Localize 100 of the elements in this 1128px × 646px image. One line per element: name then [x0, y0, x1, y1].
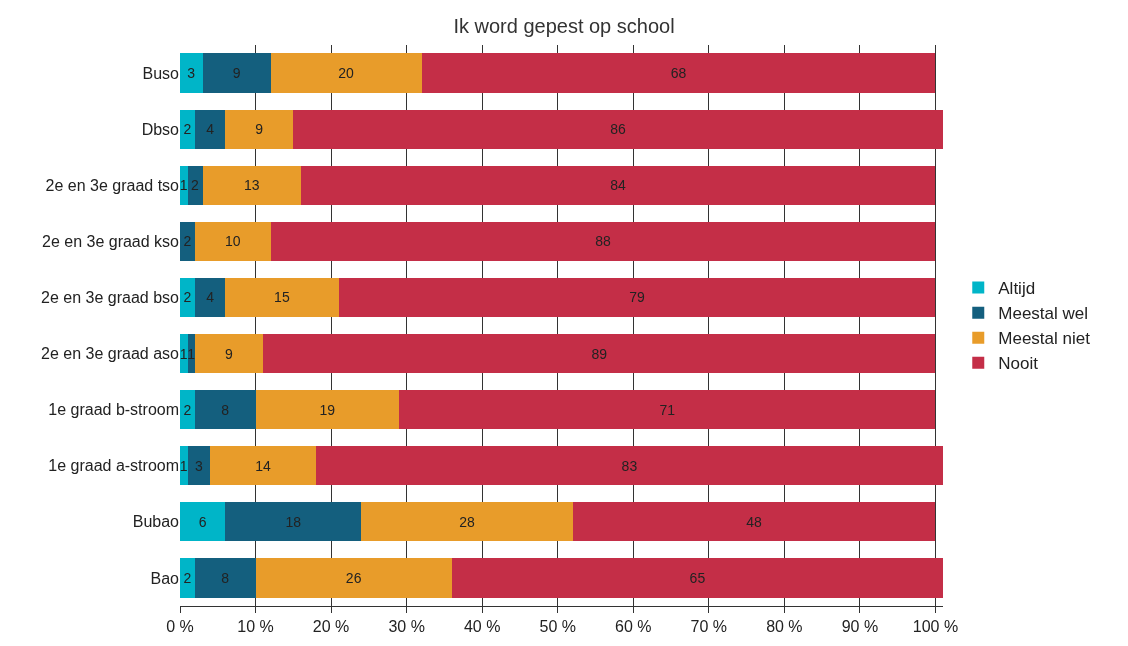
data-label: 88: [595, 233, 611, 250]
data-label: 26: [345, 569, 362, 586]
y-tick-label: Dbso: [141, 120, 180, 138]
data-label: 86: [610, 121, 627, 138]
data-label: 83: [621, 457, 638, 474]
bar: [300, 165, 936, 205]
x-tick-label: 40 %: [463, 618, 501, 636]
bar: [180, 221, 196, 261]
data-label: 2: [183, 289, 192, 306]
y-tick-label: 2e en 3e graad kso: [42, 232, 180, 250]
legend-label: Meestal wel: [998, 304, 1089, 324]
bar: [180, 558, 196, 598]
data-label: 4: [206, 121, 215, 138]
y-tick-label: 1e graad b-stroom: [48, 401, 179, 419]
bar: [180, 446, 188, 486]
bar: [225, 502, 362, 542]
bar: [399, 390, 936, 430]
data-label: 6: [198, 513, 207, 530]
bar: [293, 109, 943, 149]
chart-title: Ik word gepest op school: [453, 15, 675, 38]
bar: [255, 558, 452, 598]
data-label: 2: [183, 401, 192, 418]
bar: [270, 221, 936, 261]
y-tick-label: Bao: [150, 569, 180, 587]
y-tick-label: Bubao: [132, 513, 180, 531]
data-label: 10: [224, 233, 241, 250]
data-label: 1: [179, 457, 188, 474]
data-label: 1: [179, 345, 188, 362]
x-tick-label: 100 %: [912, 618, 959, 636]
data-label: 19: [319, 401, 336, 418]
x-tick-label: 0 %: [166, 618, 194, 636]
x-tick-label: 80 %: [766, 618, 803, 636]
data-label: 9: [255, 121, 264, 138]
bar: [202, 53, 271, 93]
data-label: 18: [285, 513, 302, 530]
bar: [225, 277, 339, 318]
bar: [225, 109, 294, 149]
data-label: 4: [206, 289, 215, 306]
y-tick-label: Buso: [142, 64, 180, 82]
bar: [180, 277, 196, 318]
bar: [187, 446, 211, 486]
data-label: 15: [274, 289, 290, 306]
y-tick-label: 2e en 3e graad tso: [45, 176, 180, 194]
legend-label: Altijd: [998, 279, 1036, 299]
x-tick-label: 10 %: [237, 618, 274, 636]
bar: [270, 53, 422, 93]
bar: [195, 558, 256, 598]
data-label: 68: [670, 65, 687, 82]
x-tick-label: 50 %: [539, 618, 576, 636]
data-label: 2: [183, 121, 192, 138]
data-label: 2: [183, 233, 192, 250]
bar: [451, 558, 943, 598]
bar: [180, 53, 203, 93]
y-tick-label: 2e en 3e graad bso: [41, 289, 180, 307]
data-label: 9: [225, 345, 234, 362]
data-label: 3: [194, 457, 203, 474]
bar: [361, 502, 573, 542]
bar: [421, 53, 936, 93]
bar: [180, 165, 188, 205]
data-label: 48: [746, 513, 763, 530]
data-label: 8: [221, 401, 230, 418]
bar: [338, 277, 936, 318]
data-label: 2: [183, 569, 192, 586]
bar: [180, 502, 226, 542]
data-label: 13: [243, 177, 260, 194]
bar: [195, 221, 271, 261]
bar: [195, 277, 226, 318]
data-label: 8: [221, 569, 230, 586]
bar: [195, 333, 264, 374]
bar: [180, 333, 188, 374]
bar: [210, 446, 316, 486]
bar: [195, 109, 226, 149]
data-label: 28: [459, 513, 475, 530]
y-tick-label: 2e en 3e graad aso: [41, 345, 180, 363]
data-label: 65: [689, 569, 706, 586]
data-label: 14: [255, 457, 271, 474]
x-tick-label: 60 %: [615, 618, 652, 636]
bar: [263, 333, 936, 374]
data-label: 89: [591, 345, 608, 362]
data-label: 79: [629, 289, 645, 306]
data-label: 20: [338, 65, 355, 82]
bar: [180, 109, 196, 149]
x-tick-label: 70 %: [690, 618, 728, 636]
bar: [202, 165, 301, 205]
bar: [195, 390, 256, 430]
y-tick-label: 1e graad a-stroom: [48, 457, 179, 475]
bar: [315, 446, 943, 486]
bar: [187, 165, 203, 205]
x-tick-label: 30 %: [388, 618, 425, 636]
data-label: 2: [191, 177, 200, 194]
x-tick-label: 90 %: [841, 618, 879, 636]
data-label: 9: [232, 65, 241, 82]
bar: [180, 390, 196, 430]
x-tick-label: 20 %: [312, 618, 350, 636]
data-label: 3: [187, 65, 196, 82]
data-label: 84: [610, 177, 627, 194]
legend-label: Meestal niet: [998, 329, 1091, 349]
legend-label: Nooit: [998, 354, 1039, 374]
bar: [255, 390, 400, 430]
data-label: 71: [659, 401, 676, 418]
